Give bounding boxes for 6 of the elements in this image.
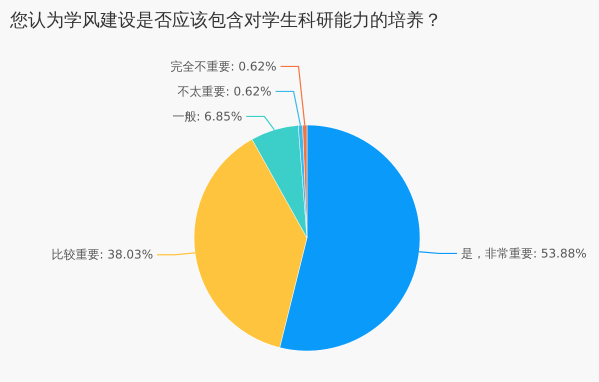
slice-label: 不太重要: 0.62% bbox=[178, 84, 272, 98]
slice-label: 比较重要: 38.03% bbox=[51, 248, 154, 262]
chart-title: 您认为学风建设是否应该包含对学生科研能力的培养？ bbox=[9, 10, 442, 31]
slice-label: 是，非常重要: 53.88% bbox=[461, 246, 587, 260]
slice-label: 一般: 6.85% bbox=[172, 109, 242, 124]
slice-label: 完全不重要: 0.62% bbox=[170, 59, 277, 74]
